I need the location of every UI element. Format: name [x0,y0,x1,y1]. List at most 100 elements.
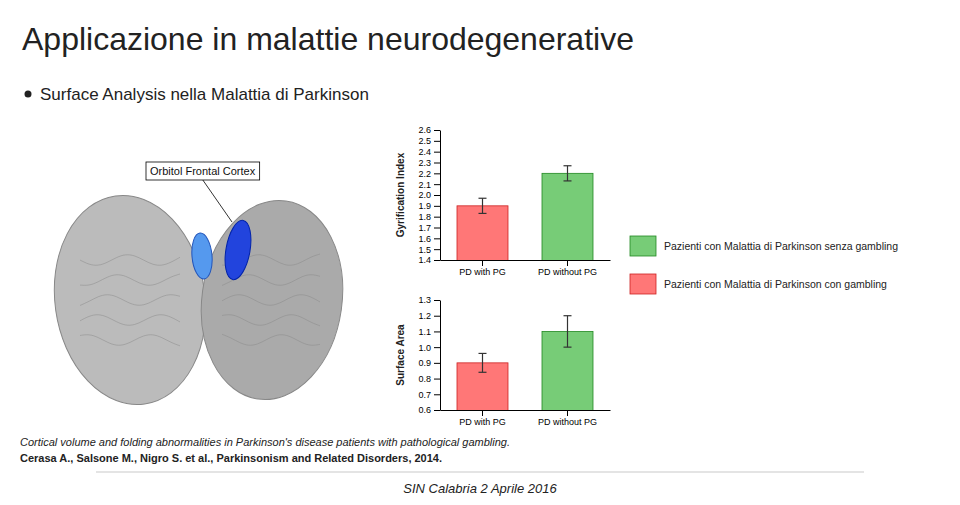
tick-label: 1.7 [418,223,431,233]
tick: 2.2 [418,169,440,179]
error-bar-line [479,198,487,199]
tick: 1.5 [418,245,440,255]
tick: PD without PG [538,260,597,277]
title: Applicazione in malattie neurodegenerati… [22,21,634,57]
tick: 0.6 [418,405,440,415]
legend-swatch [630,236,656,256]
tick-label: 1.5 [418,245,431,255]
axis-title: Gyrification Index [395,152,406,237]
tick-label: 1.3 [418,295,431,305]
tick-mark [434,316,440,317]
sulcus [222,315,320,326]
tick-mark [434,173,440,174]
hemisphere [189,191,355,409]
sulcus [80,295,180,306]
tick-mark [434,217,440,218]
tick: 2.4 [418,147,440,157]
tick-mark [434,394,440,395]
tick-label: 1.2 [418,311,431,321]
tick-label: 0.6 [418,405,431,415]
tick-mark [434,195,440,196]
tick-label: 0.8 [418,374,431,384]
tick-mark [434,130,440,131]
tick: 1.3 [418,295,440,305]
tick: 0.7 [418,390,440,400]
legend-label: Pazienti con Malattia di Parkinson senza… [664,240,898,252]
x-axis: PD with PG PD without PG [441,410,611,427]
annotation: Orbitol Frontal Cortex [146,162,260,222]
tick: PD without PG [538,410,597,427]
tick-label: 2.6 [418,125,431,135]
tick-mark [567,410,568,416]
error-bar-line [479,353,487,354]
error-bar-line [479,213,487,214]
tick-mark [434,347,440,348]
tick: PD with PG [459,410,506,427]
tick-mark [482,410,483,416]
tick: 2.0 [418,190,440,200]
tick-label: PD without PG [538,417,597,427]
error-bar-line [564,180,572,181]
y-axis: 0.6 0.7 0.8 0.9 1.0 1.1 1.2 1.3 [418,295,440,415]
tick-label: 2.2 [418,169,431,179]
tick-label: 2.0 [418,190,431,200]
tick: 0.9 [418,358,440,368]
illustration [41,186,355,415]
legend-label: Pazienti con Malattia di Parkinson con g… [664,278,887,290]
error-bar-line [482,198,483,213]
tick-mark [567,260,568,266]
legend: Pazienti con Malattia di Parkinson senza… [630,236,898,294]
legend-swatch [630,274,656,294]
annotation-line [203,180,232,222]
tick-label: 2.4 [418,147,431,157]
annotation-text: Orbitol Frontal Cortex [150,165,256,177]
tick-mark [482,260,483,266]
region [190,232,214,280]
sulcus [80,335,180,346]
hemisphere [41,186,219,415]
error-bar-line [479,372,487,373]
tick: 1.7 [418,223,440,233]
error-bar-line [482,353,483,372]
tick: 1.4 [418,255,440,265]
tick: 1.2 [418,311,440,321]
tick-mark [434,363,440,364]
error-bar-line [567,166,568,181]
tick-label: 1.0 [418,343,431,353]
tick-mark [434,260,440,261]
tick: PD with PG [459,260,506,277]
tick-label: 2.3 [418,158,431,168]
error-bar [479,198,487,213]
tick-label: 1.1 [418,327,431,337]
tick: 2.1 [418,180,440,190]
sulcus [222,334,320,345]
sulcus [222,295,320,305]
tick-label: 1.8 [418,212,431,222]
tick-mark [434,152,440,153]
citation: Cerasa A., Salsone M., Nigro S. et al., … [20,452,442,464]
y-axis: 1.41.51.61.71.81.92.02.12.22.32.42.52.6 [418,125,440,265]
axis-title: Surface Area [395,324,406,386]
tick: 1.8 [418,212,440,222]
tick: 2.6 [418,125,440,135]
tick-mark [434,238,440,239]
tick-mark [434,228,440,229]
legend-item: Pazienti con Malattia di Parkinson con g… [630,274,887,294]
bullet [25,91,32,98]
axis-line [440,131,441,261]
tick: 2.5 [418,136,440,146]
axis-line [441,410,611,411]
tick-label: 1.9 [418,201,431,211]
tick-label: PD without PG [538,267,597,277]
tick-mark [434,141,440,142]
tick: 1.9 [418,201,440,211]
plot-area [457,166,593,260]
tick-label: PD with PG [459,417,506,427]
tick-label: 0.9 [418,358,431,368]
tick-mark [434,184,440,185]
annotation-box [146,162,260,180]
error-bar-line [564,165,572,166]
sulcus [80,315,180,325]
error-bar [479,353,487,372]
bar-chart: 0.60.70.80.91.01.11.21.3PD with PGPD wit… [395,295,611,504]
